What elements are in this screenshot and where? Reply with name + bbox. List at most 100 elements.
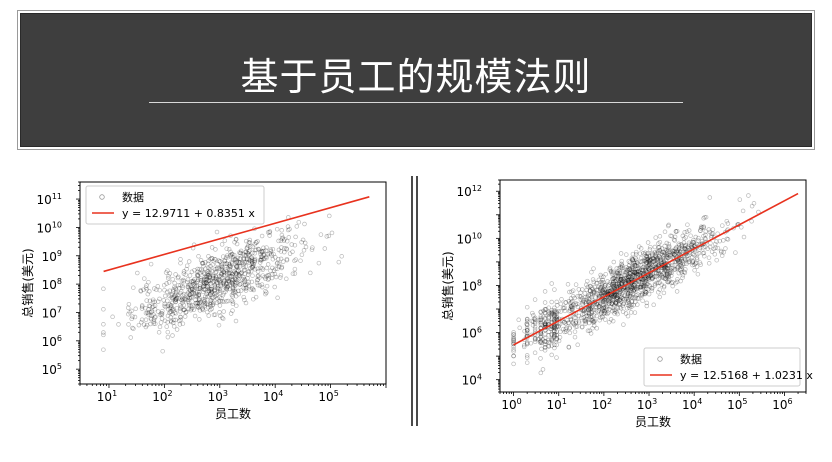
scatter-point: [618, 281, 624, 286]
scatter-point: [194, 304, 200, 309]
scatter-point: [646, 259, 652, 264]
scatter-point: [598, 301, 603, 307]
scatter-point: [670, 265, 676, 271]
scatter-point: [279, 245, 284, 250]
scatter-point: [616, 280, 622, 286]
scatter-point: [638, 280, 643, 286]
scatter-point: [206, 270, 212, 275]
scatter-point: [269, 253, 274, 258]
scatter-point: [166, 273, 171, 279]
scatter-point: [603, 286, 608, 291]
scatter-point: [676, 251, 682, 257]
scatter-point: [186, 297, 191, 303]
scatter-point: [549, 312, 554, 318]
scatter-point: [246, 257, 252, 262]
scatter-point: [201, 282, 206, 287]
scatter-point: [275, 295, 280, 301]
scatter-point: [598, 272, 603, 278]
scatter-point: [219, 263, 224, 269]
scatter-point: [259, 282, 265, 287]
scatter-point: [169, 319, 174, 325]
scatter-point: [572, 315, 577, 320]
scatter-point: [511, 347, 516, 352]
scatter-point: [144, 298, 149, 303]
scatter-point: [219, 264, 224, 270]
scatter-point: [590, 292, 595, 297]
scatter-point: [602, 299, 607, 305]
scatter-point: [678, 242, 684, 247]
scatter-point: [651, 255, 656, 261]
scatter-point: [580, 296, 585, 301]
scatter-point: [176, 286, 182, 291]
scatter-point: [271, 268, 277, 273]
scatter-point: [618, 264, 623, 270]
scatter-point: [232, 276, 238, 281]
scatter-point: [693, 260, 699, 266]
scatter-point: [618, 297, 624, 302]
scatter-point: [187, 288, 193, 294]
scatter-point: [211, 258, 217, 264]
scatter-point: [615, 296, 621, 302]
scatter-point: [614, 273, 619, 279]
scatter-point: [635, 266, 640, 272]
scatter-point: [243, 288, 249, 293]
scatter-point: [645, 274, 651, 279]
scatter-point: [546, 305, 551, 310]
scatter-point: [619, 261, 624, 267]
scatter-point: [646, 266, 651, 272]
scatter-point: [143, 317, 149, 323]
scatter-point: [619, 294, 624, 300]
scatter-point: [274, 226, 280, 232]
title-underline: [149, 102, 683, 103]
scatter-point: [194, 291, 199, 297]
scatter-point: [646, 274, 651, 280]
scatter-point: [546, 343, 551, 348]
scatter-point: [625, 297, 631, 302]
scatter-point: [598, 290, 603, 296]
scatter-point: [587, 302, 592, 307]
scatter-point: [316, 260, 322, 266]
scatter-point: [630, 258, 636, 263]
scatter-point: [188, 303, 194, 309]
scatter-point: [214, 275, 219, 280]
scatter-point: [285, 227, 291, 233]
scatter-point: [202, 301, 207, 307]
scatter-point: [741, 234, 747, 240]
scatter-point: [242, 282, 248, 287]
scatter-point: [207, 266, 213, 272]
scatter-point: [266, 276, 272, 281]
scatter-point: [233, 237, 239, 242]
scatter-point: [561, 305, 567, 311]
scatter-point: [190, 287, 195, 292]
scatter-point: [659, 251, 665, 257]
scatter-point: [299, 239, 304, 245]
scatter-point: [224, 246, 229, 251]
scatter-point: [217, 303, 223, 308]
scatter-point: [178, 282, 183, 288]
scatter-point: [139, 304, 145, 309]
scatter-point: [220, 316, 226, 321]
scatter-point: [162, 303, 167, 309]
scatter-point: [215, 288, 221, 294]
scatter-point: [542, 348, 548, 353]
scatter-point: [187, 273, 193, 278]
scatter-point: [665, 266, 671, 271]
scatter-point: [554, 309, 559, 315]
scatter-point: [627, 294, 632, 299]
scatter-point: [172, 297, 178, 303]
scatter-point: [230, 294, 235, 299]
scatter-point: [261, 252, 266, 258]
scatter-point: [675, 264, 681, 270]
scatter-point: [179, 297, 185, 303]
scatter-point: [199, 277, 204, 283]
scatter-point: [594, 326, 600, 331]
fit-line: [103, 196, 370, 273]
scatter-point: [566, 299, 572, 304]
scatter-point: [240, 251, 246, 257]
scatter-point: [567, 330, 573, 336]
scatter-point: [577, 293, 583, 299]
scatter-point: [627, 271, 633, 276]
scatter-point: [664, 252, 670, 257]
scatter-point: [252, 267, 258, 272]
scatter-point: [165, 334, 171, 340]
